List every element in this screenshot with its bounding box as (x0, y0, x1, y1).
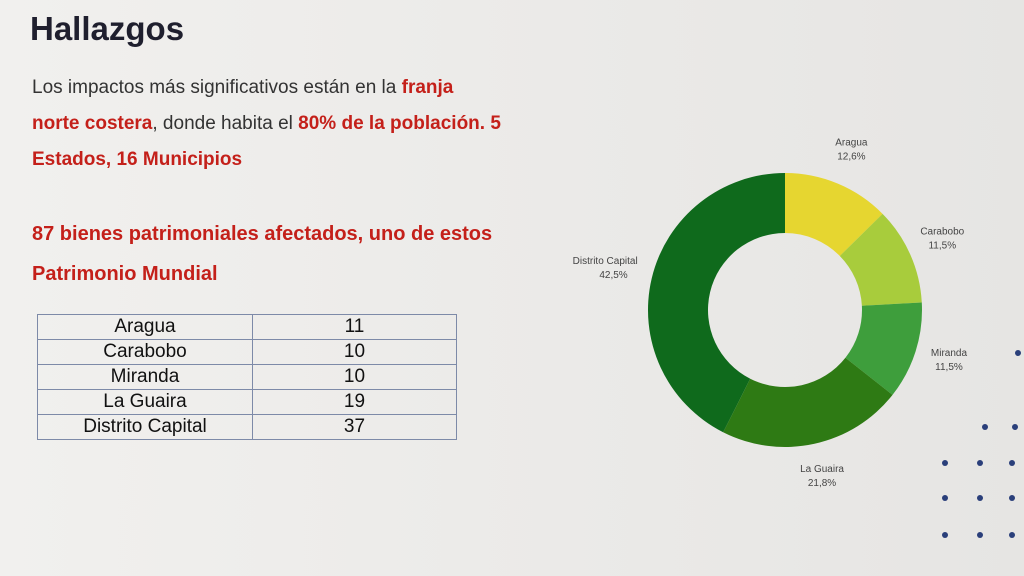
table-row: La Guaira 19 (37, 389, 457, 415)
decor-dot (977, 460, 983, 466)
decor-dot (942, 460, 948, 466)
highlight-text: franja norte costera (32, 77, 454, 134)
decor-dot (942, 495, 948, 501)
decor-dot (982, 424, 988, 430)
table-cell: 37 (252, 414, 457, 440)
decor-dot (942, 532, 948, 538)
slice-label: La Guaira (800, 464, 844, 475)
table: Aragua 11 Carabobo 10 Miranda 10 La Guaira 19 Di… (37, 314, 457, 440)
slice-label: Miranda (931, 348, 968, 359)
table-row: Aragua 11 (37, 314, 457, 340)
value-label: 42,5% (599, 270, 627, 281)
table-cell: Distrito Capital (37, 414, 253, 440)
value-label: 11,5% (935, 362, 963, 373)
text: , donde habita el (152, 113, 299, 134)
slice-label: Aragua (835, 137, 868, 148)
highlight: 87 bienes patrimoniales afectados, uno d… (32, 223, 493, 285)
donut-slice (785, 173, 883, 256)
donut-slice (648, 173, 785, 433)
donut-slice (845, 302, 922, 395)
highlight-text: 80% de la población. 5 Estados, 16 Munic… (32, 113, 501, 170)
title: Hallazgos (30, 10, 185, 47)
decor-dot (1009, 532, 1015, 538)
value-label: 11,5% (928, 240, 956, 251)
table-cell: 10 (252, 339, 457, 365)
table-cell: 10 (252, 364, 457, 390)
table-cell: Carabobo (37, 339, 253, 365)
text: Los impactos más significativos están en… (32, 77, 402, 98)
decor-dot (1012, 424, 1018, 430)
donut-slice (839, 213, 922, 306)
value-label: 21,8% (808, 478, 836, 489)
slice-label: Distrito Capital (573, 256, 638, 267)
intro: Los impactos más significativos están en… (32, 70, 502, 178)
slice-label: Carabobo (920, 226, 964, 237)
value-label: 12,6% (837, 151, 865, 162)
donut-slice (723, 357, 893, 447)
decor-dot (1009, 460, 1015, 466)
decor-dot (977, 495, 983, 501)
decor-dot (1015, 350, 1021, 356)
table-row: Carabobo 10 (37, 339, 457, 365)
table-cell: Aragua (37, 314, 253, 340)
decor-dot (1009, 495, 1015, 501)
table-cell: La Guaira (37, 389, 253, 415)
table-row: Distrito Capital 37 (37, 414, 457, 440)
decor-dot (977, 532, 983, 538)
